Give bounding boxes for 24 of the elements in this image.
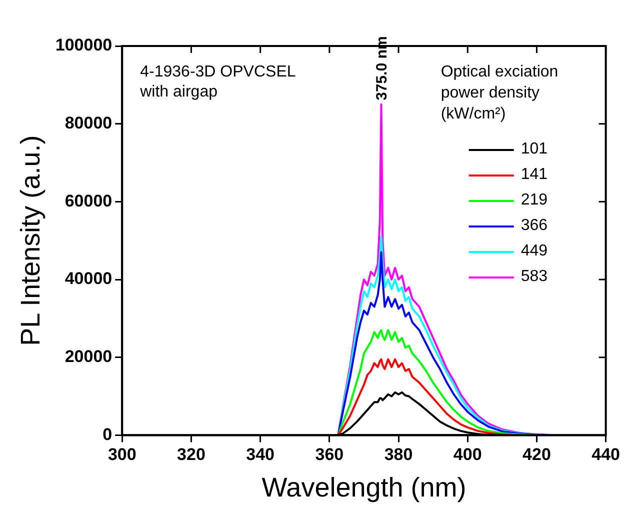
y-tick-label: 0 bbox=[102, 424, 112, 444]
y-tick-label: 80000 bbox=[64, 114, 112, 133]
x-tick-label: 440 bbox=[592, 445, 620, 464]
legend-title: Optical exciation power density (kW/cm²) bbox=[440, 63, 558, 122]
legend-label: 449 bbox=[520, 242, 548, 260]
legend-label: 219 bbox=[520, 191, 548, 208]
legend-label: 366 bbox=[520, 216, 548, 234]
x-tick-label: 380 bbox=[384, 445, 413, 464]
legend-label: 141 bbox=[520, 166, 548, 183]
x-axis-title: Wavelength (nm) bbox=[262, 472, 466, 502]
x-tick-label: 400 bbox=[453, 445, 482, 464]
y-tick-label: 40000 bbox=[64, 269, 112, 288]
x-tick-label: 420 bbox=[522, 445, 551, 464]
x-tick-label: 340 bbox=[246, 445, 275, 464]
y-tick-label: 60000 bbox=[64, 191, 112, 210]
legend-label: 101 bbox=[520, 140, 548, 158]
y-tick-label: 100000 bbox=[55, 36, 112, 55]
legend-label: 583 bbox=[520, 268, 548, 285]
x-tick-label: 360 bbox=[315, 445, 344, 464]
x-tick-label: 300 bbox=[108, 445, 136, 464]
y-tick-label: 20000 bbox=[64, 347, 112, 366]
x-tick-label: 320 bbox=[177, 445, 206, 464]
annotation: 4-1936-3D OPVCSEL with airgap bbox=[139, 63, 296, 100]
y-axis-title: PL Intensity (a.u.) bbox=[16, 135, 46, 346]
